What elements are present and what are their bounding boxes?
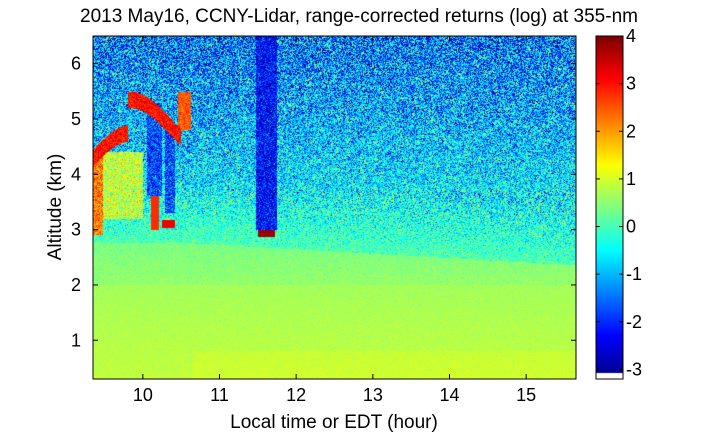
x-tick-label: 10 [133,385,153,405]
plot-area: 10 11 12 13 14 15 123456 [71,36,576,405]
colorbar-tick-label: 2 [626,121,636,141]
colorbar-tick-label: 3 [626,74,636,94]
y-tick-label: 4 [71,164,81,184]
colorbar-tick-label: 0 [626,217,636,237]
x-tick-label: 12 [286,385,306,405]
colorbar-tick-label: -2 [626,312,642,332]
colorbar-tick-label: -1 [626,264,642,284]
x-tick-label: 13 [363,385,383,405]
colorbar-tick-label: 4 [626,26,636,46]
x-tick-label: 11 [210,385,229,405]
x-tick-label: 14 [439,385,459,405]
x-tick-label: 15 [516,385,536,405]
y-axis-label: Altitude (km) [45,154,66,261]
colorbar-gradient [596,36,623,379]
y-tick-label: 3 [71,220,81,240]
colorbar-tick-label: -3 [626,359,642,379]
y-tick-label: 6 [71,54,81,74]
colorbar: 4 3 2 1 0 -1 -2 -3 [596,26,642,379]
y-tick-label: 5 [71,109,81,129]
chart-title: 2013 May16, CCNY-Lidar, range-corrected … [80,6,638,27]
y-tick-label: 1 [71,330,81,350]
y-tick-label: 2 [71,275,81,295]
x-axis-label: Local time or EDT (hour) [230,412,438,433]
heatmap-image [93,36,576,379]
colorbar-tick-label: 1 [626,169,636,189]
